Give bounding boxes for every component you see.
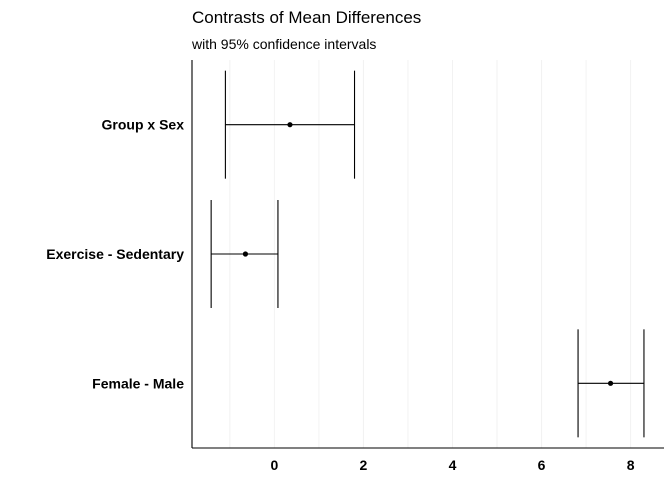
x-axis-ticks: 0 2 4 6 8: [270, 457, 634, 473]
category-label: Group x Sex: [102, 117, 185, 133]
category-label: Female - Male: [92, 375, 184, 391]
error-bar: [224, 70, 356, 179]
chart-subtitle: with 95% confidence intervals: [191, 36, 376, 52]
x-tick-label: 0: [270, 457, 278, 473]
category-label: Exercise - Sedentary: [46, 246, 184, 262]
estimate-point: [242, 251, 249, 257]
x-tick-label: 2: [360, 457, 368, 473]
error-bar: [577, 329, 645, 438]
y-axis-categories: Group x Sex Exercise - Sedentary Female - …: [46, 117, 184, 392]
error-bars: [210, 70, 645, 438]
grid: [229, 60, 632, 448]
x-tick-label: 8: [627, 457, 635, 473]
x-tick-label: 4: [449, 457, 457, 473]
estimate-point: [607, 380, 614, 386]
axes: [191, 60, 664, 449]
x-tick-label: 6: [538, 457, 546, 473]
chart-title: Contrasts of Mean Differences: [192, 8, 421, 27]
estimate-point: [287, 122, 293, 128]
error-bar: [210, 200, 279, 308]
